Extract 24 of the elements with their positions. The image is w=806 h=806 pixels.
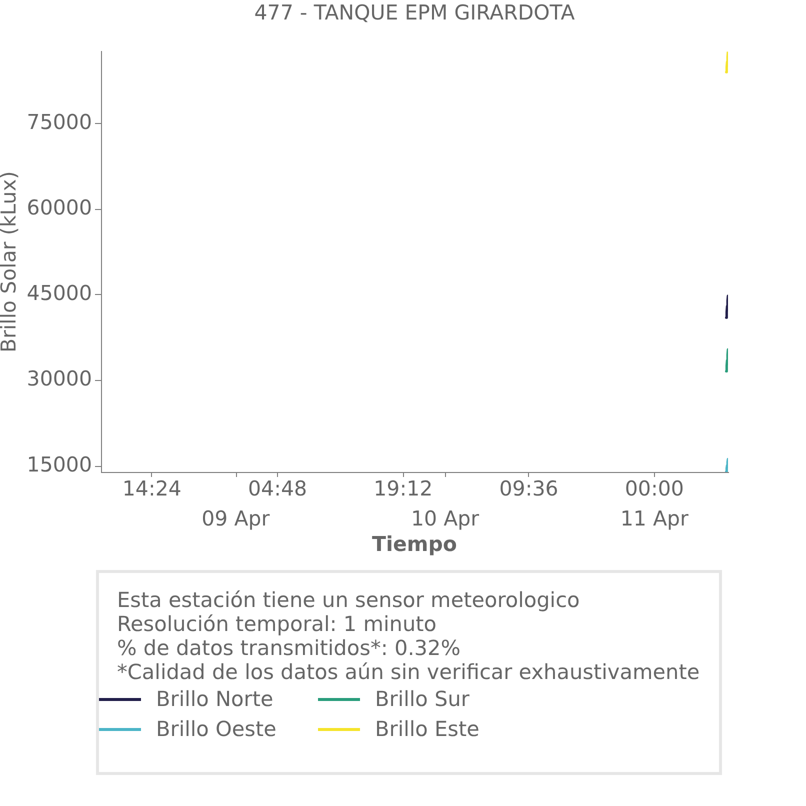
legend-label: Brillo Norte xyxy=(156,687,274,711)
text: Resolución temporal: 1 minuto xyxy=(117,612,438,636)
y-axis-title: Brillo Solar (kLux) xyxy=(0,171,21,353)
y-tick-label: 30000 xyxy=(26,366,92,391)
legend-label: Brillo Sur xyxy=(375,687,470,711)
legend-label: Brillo Oeste xyxy=(156,717,276,741)
text: Esta estación tiene un sensor meteorologico xyxy=(117,588,581,612)
x-tick-label: 19:12 xyxy=(374,476,433,501)
y-tick-label: 60000 xyxy=(26,195,92,220)
x-tick-label: 04:48 xyxy=(248,476,308,501)
text: % de datos transmitidos*: 0.32% xyxy=(117,636,462,660)
y-tick-label: 15000 xyxy=(26,452,92,476)
chart-title: 477 - TANQUE EPM GIRARDOTA xyxy=(254,0,575,25)
x-tick-label: 14:24 xyxy=(122,476,182,501)
x-tick-label: 09:36 xyxy=(499,476,558,501)
text: *Calidad de los datos aún sin verificar exhaustivamente xyxy=(117,660,700,684)
x-axis-title: Tiempo xyxy=(372,532,458,556)
y-tick-label: 45000 xyxy=(26,281,92,306)
legend-label: Brillo Este xyxy=(375,717,480,741)
x-tick-label: 00:00 xyxy=(624,476,684,501)
x2-tick-label: 09 Apr xyxy=(202,506,270,531)
x2-tick-label: 10 Apr xyxy=(410,506,480,531)
x2-tick-label: 11 Apr xyxy=(620,506,690,531)
y-tick-label: 75000 xyxy=(26,110,92,134)
